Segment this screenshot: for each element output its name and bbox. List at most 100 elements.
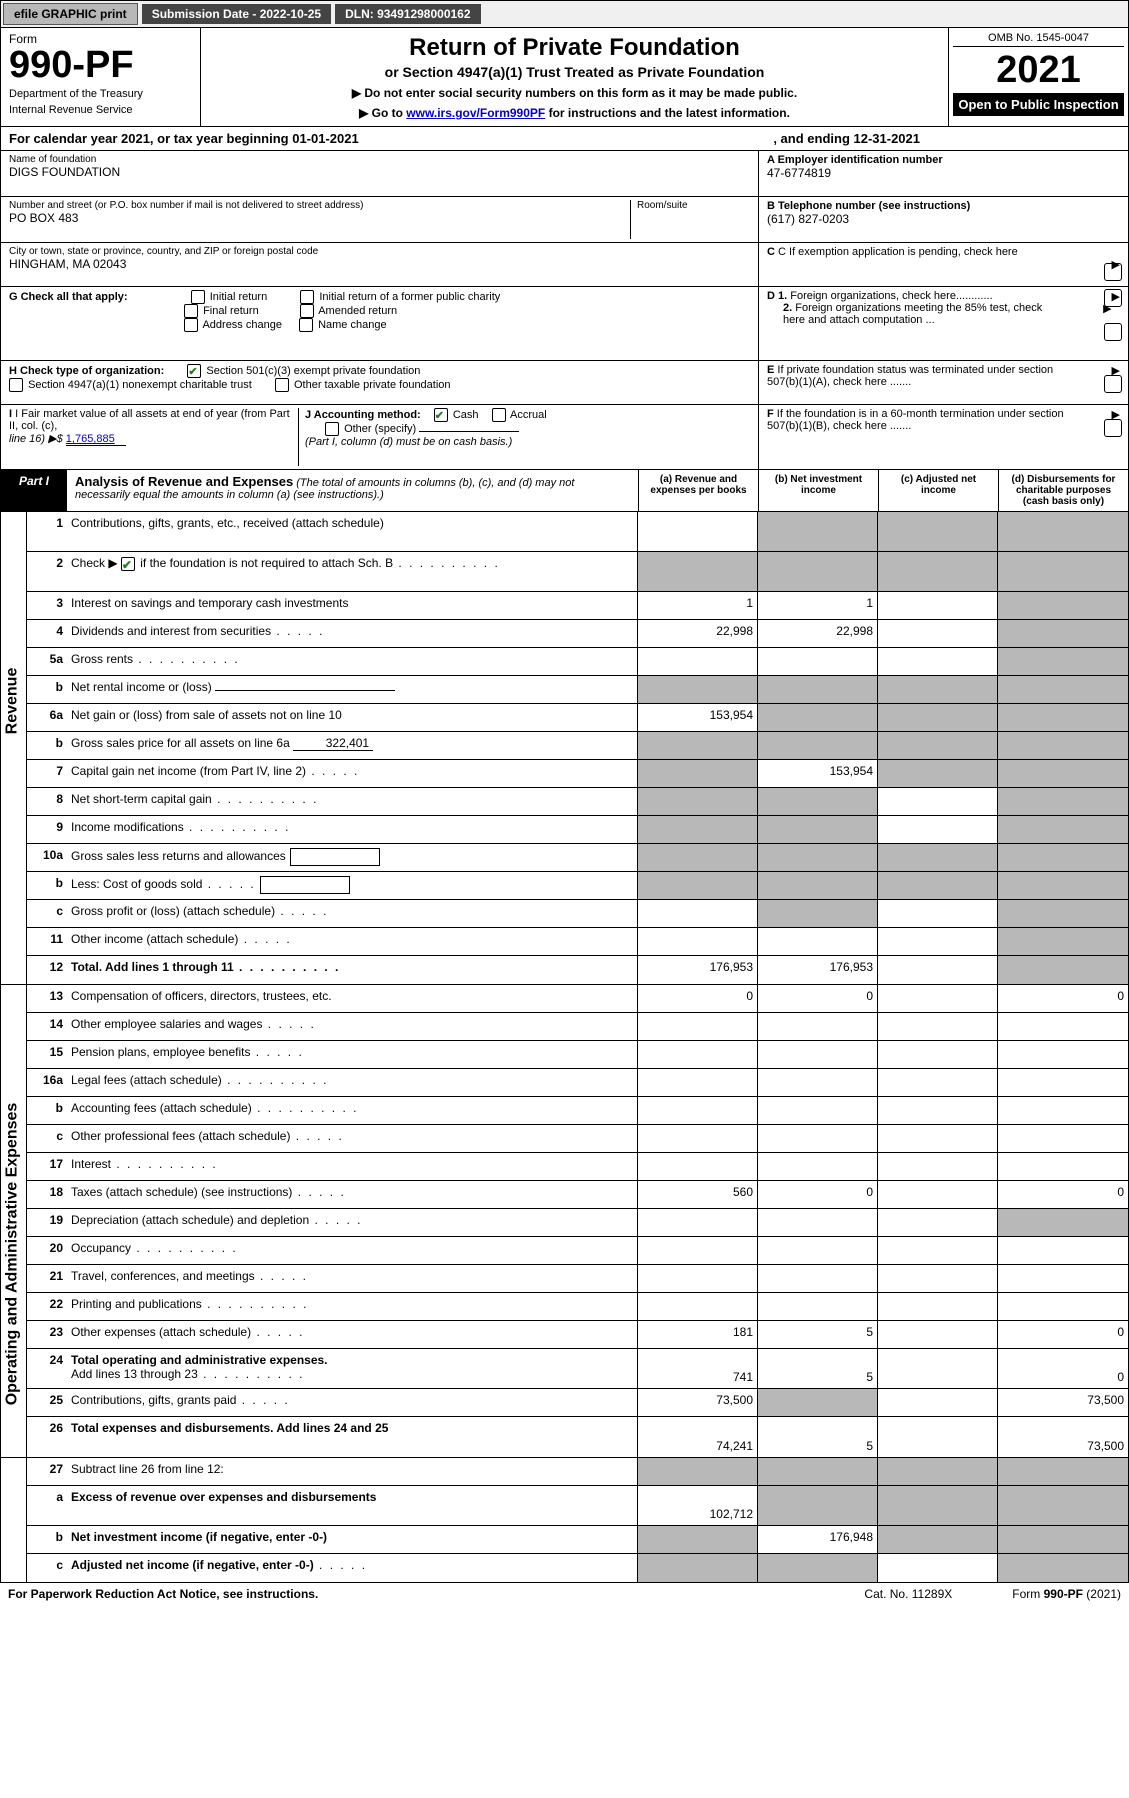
line-17: Interest: [67, 1153, 638, 1180]
revenue-section: Revenue 1Contributions, gifts, grants, e…: [0, 512, 1129, 985]
line-2: Check ▶ ✔ if the foundation is not requi…: [67, 552, 638, 591]
f-label: F If the foundation is in a 60-month ter…: [767, 408, 1067, 432]
fmv-link[interactable]: 1,765,885: [66, 433, 126, 446]
h-label: H Check type of organization:: [9, 365, 164, 377]
4947a1-checkbox[interactable]: [9, 378, 23, 392]
part1-header: Part I Analysis of Revenue and Expenses …: [0, 470, 1129, 512]
initial-return-public-checkbox[interactable]: [300, 290, 314, 304]
irs-label: Internal Revenue Service: [9, 104, 192, 116]
addr-label: Number and street (or P.O. box number if…: [9, 200, 630, 211]
expenses-section: Operating and Administrative Expenses 13…: [0, 985, 1129, 1458]
other-taxable-checkbox[interactable]: [275, 378, 289, 392]
expenses-side-label: Operating and Administrative Expenses: [3, 1103, 21, 1406]
foundation-name: DIGS FOUNDATION: [9, 165, 750, 179]
line-21: Travel, conferences, and meetings: [67, 1265, 638, 1292]
line-16b: Accounting fees (attach schedule): [67, 1097, 638, 1124]
line-4: Dividends and interest from securities: [67, 620, 638, 647]
efile-print-button[interactable]: efile GRAPHIC print: [3, 3, 138, 25]
c-checkbox[interactable]: [1104, 263, 1122, 281]
line-16c: Other professional fees (attach schedule…: [67, 1125, 638, 1152]
line-6b: Gross sales price for all assets on line…: [67, 732, 638, 759]
line-27: Subtract line 26 from line 12:: [67, 1458, 638, 1485]
schb-checkbox[interactable]: ✔: [121, 557, 135, 571]
col-a-header: (a) Revenue and expenses per books: [638, 470, 758, 511]
accrual-checkbox[interactable]: [492, 408, 506, 422]
header-right: OMB No. 1545-0047 2021 Open to Public In…: [948, 28, 1128, 126]
cal-end: , and ending 12-31-2021: [773, 131, 920, 146]
line-26: Total expenses and disbursements. Add li…: [67, 1417, 638, 1457]
room-label: Room/suite: [637, 200, 750, 211]
col-d-header: (d) Disbursements for charitable purpose…: [998, 470, 1128, 511]
part1-desc: Analysis of Revenue and Expenses (The to…: [67, 470, 638, 511]
instr-1: ▶ Do not enter social security numbers o…: [211, 86, 938, 100]
open-to-public: Open to Public Inspection: [953, 93, 1124, 116]
header-center: Return of Private Foundation or Section …: [201, 28, 948, 126]
instructions-link[interactable]: www.irs.gov/Form990PF: [406, 106, 545, 120]
form-subtitle: or Section 4947(a)(1) Trust Treated as P…: [211, 64, 938, 80]
e-checkbox[interactable]: [1104, 375, 1122, 393]
col-c-header: (c) Adjusted net income: [878, 470, 998, 511]
line-9: Income modifications: [67, 816, 638, 843]
f-checkbox[interactable]: [1104, 419, 1122, 437]
ein-value: 47-6774819: [767, 166, 1120, 180]
j-label: J Accounting method:: [305, 409, 421, 421]
line-3: Interest on savings and temporary cash i…: [67, 592, 638, 619]
street-address: PO BOX 483: [9, 211, 630, 225]
line-22: Printing and publications: [67, 1293, 638, 1320]
dln-label: DLN: 93491298000162: [335, 4, 480, 24]
j-note: (Part I, column (d) must be on cash basi…: [305, 436, 512, 448]
line-5a: Gross rents: [67, 648, 638, 675]
line27-section: 27Subtract line 26 from line 12: aExcess…: [0, 1458, 1129, 1583]
line-10b: Less: Cost of goods sold: [67, 872, 638, 899]
c-label: C If exemption application is pending, c…: [778, 246, 1018, 258]
line-27b: Net investment income (if negative, ente…: [67, 1526, 638, 1553]
line-11: Other income (attach schedule): [67, 928, 638, 955]
info-grid: Name of foundation DIGS FOUNDATION Numbe…: [0, 151, 1129, 470]
cash-checkbox[interactable]: ✔: [434, 408, 448, 422]
line-16a: Legal fees (attach schedule): [67, 1069, 638, 1096]
form-title: Return of Private Foundation: [211, 34, 938, 62]
header-left: Form 990-PF Department of the Treasury I…: [1, 28, 201, 126]
line-14: Other employee salaries and wages: [67, 1013, 638, 1040]
instr-2: ▶ Go to www.irs.gov/Form990PF for instru…: [211, 106, 938, 120]
line-15: Pension plans, employee benefits: [67, 1041, 638, 1068]
line-1: Contributions, gifts, grants, etc., rece…: [67, 512, 638, 551]
cal-begin: For calendar year 2021, or tax year begi…: [9, 131, 359, 146]
d2-checkbox[interactable]: [1104, 323, 1122, 341]
501c3-checkbox[interactable]: ✔: [187, 364, 201, 378]
i-label: I I Fair market value of all assets at e…: [9, 408, 290, 432]
amended-return-checkbox[interactable]: [300, 304, 314, 318]
d1-label: D 1. Foreign organizations, check here..…: [767, 290, 993, 302]
line-27a: Excess of revenue over expenses and disb…: [67, 1486, 638, 1525]
line-7: Capital gain net income (from Part IV, l…: [67, 760, 638, 787]
pra-notice: For Paperwork Reduction Act Notice, see …: [8, 1587, 318, 1601]
initial-return-checkbox[interactable]: [191, 290, 205, 304]
calendar-year-row: For calendar year 2021, or tax year begi…: [0, 127, 1129, 151]
catalog-number: Cat. No. 11289X: [864, 1587, 952, 1601]
footer: For Paperwork Reduction Act Notice, see …: [0, 1583, 1129, 1605]
name-label: Name of foundation: [9, 154, 750, 165]
submission-date-label: Submission Date - 2022-10-25: [142, 4, 331, 24]
line-10c: Gross profit or (loss) (attach schedule): [67, 900, 638, 927]
line-27c: Adjusted net income (if negative, enter …: [67, 1554, 638, 1582]
form-number: 990-PF: [9, 46, 192, 84]
phone-value: (617) 827-0203: [767, 212, 1120, 226]
d1-checkbox[interactable]: [1104, 289, 1122, 307]
g-label: G Check all that apply:: [9, 291, 128, 303]
a-label: A Employer identification number: [767, 154, 943, 166]
other-method-checkbox[interactable]: [325, 422, 339, 436]
address-change-checkbox[interactable]: [184, 318, 198, 332]
line-6a: Net gain or (loss) from sale of assets n…: [67, 704, 638, 731]
dept-label: Department of the Treasury: [9, 88, 192, 100]
city-label: City or town, state or province, country…: [9, 246, 750, 257]
line-5b: Net rental income or (loss): [67, 676, 638, 703]
line-10a: Gross sales less returns and allowances: [67, 844, 638, 871]
revenue-side-label: Revenue: [3, 668, 21, 735]
name-change-checkbox[interactable]: [299, 318, 313, 332]
line-18: Taxes (attach schedule) (see instruction…: [67, 1181, 638, 1208]
line-23: Other expenses (attach schedule): [67, 1321, 638, 1348]
omb-number: OMB No. 1545-0047: [953, 32, 1124, 47]
form-header: Form 990-PF Department of the Treasury I…: [0, 28, 1129, 127]
final-return-checkbox[interactable]: [184, 304, 198, 318]
b-label: B Telephone number (see instructions): [767, 200, 970, 212]
